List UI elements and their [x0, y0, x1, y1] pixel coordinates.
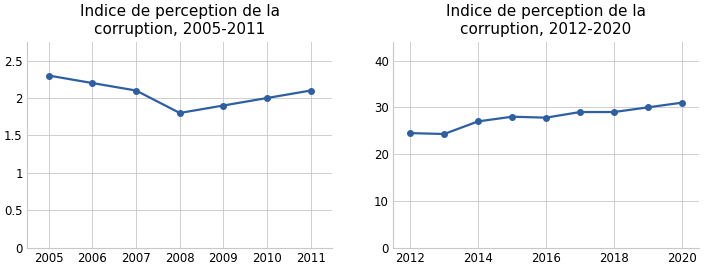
- Title: Indice de perception de la
corruption, 2005-2011: Indice de perception de la corruption, 2…: [80, 4, 279, 37]
- Title: Indice de perception de la
corruption, 2012-2020: Indice de perception de la corruption, 2…: [446, 4, 646, 37]
